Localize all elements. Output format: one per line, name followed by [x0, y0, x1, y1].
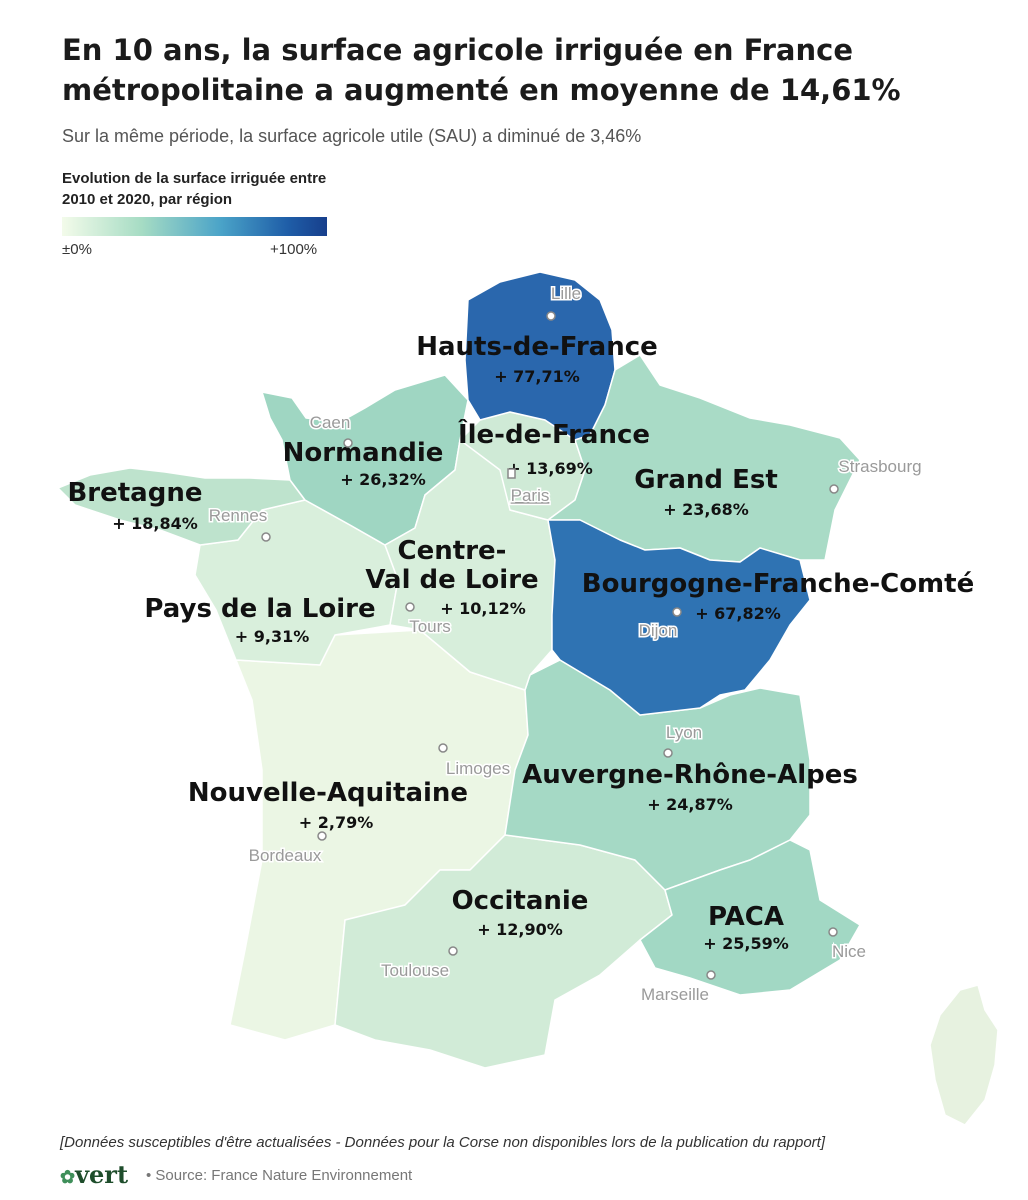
region-value-bourgogne-franche-comte: + 67,82% [695, 604, 781, 623]
brand-name: vert [75, 1160, 129, 1189]
legend-color-scale [62, 217, 327, 236]
city-label-dijon: Dijon [639, 621, 678, 640]
city-label-nice: Nice [832, 942, 866, 961]
region-label-normandie: Normandie [283, 438, 444, 468]
region-value-hauts-de-france: + 77,71% [494, 367, 580, 386]
city-label-rennes: Rennes [209, 506, 268, 525]
region-label-bretagne: Bretagne [67, 478, 202, 508]
city-marker-caen [343, 438, 353, 448]
city-marker-marseille [706, 970, 716, 980]
city-label-toulouse: Toulouse [381, 961, 449, 980]
legend-max-label: +100% [270, 241, 318, 258]
region-label-ile-de-france: Île-de-France [458, 418, 650, 450]
region-corse [929, 984, 999, 1126]
region-value-nouvelle-aquitaine: + 2,79% [299, 813, 373, 832]
city-marker-limoges [438, 743, 448, 753]
city-marker-toulouse [448, 946, 458, 956]
legend-min-label: ±0% [62, 241, 92, 258]
footnote: [Données susceptibles d'être actualisées… [60, 1134, 825, 1151]
city-marker-nice [828, 927, 838, 937]
region-value-ile-de-france: + 13,69% [507, 459, 593, 478]
region-value-auvergne-rhone-alpes: + 24,87% [647, 795, 733, 814]
region-value-occitanie: + 12,90% [477, 920, 563, 939]
region-paca[interactable] [639, 839, 861, 996]
city-marker-strasbourg [829, 484, 839, 494]
city-marker-bordeaux [317, 831, 327, 841]
map-subtitle: Sur la même période, la surface agricole… [62, 126, 642, 146]
brand-logo: ✿vert [60, 1160, 128, 1189]
region-label-occitanie: Occitanie [452, 886, 589, 916]
source-credit: • Source: France Nature Environnement [146, 1167, 413, 1184]
region-value-centre-val-de-loire: + 10,12% [440, 599, 526, 618]
region-bourgogne-franche-comte[interactable] [547, 519, 811, 716]
city-label-limoges: Limoges [446, 759, 510, 778]
city-marker-paris [507, 468, 516, 479]
region-label-nouvelle-aquitaine: Nouvelle-Aquitaine [188, 778, 468, 808]
city-label-bordeaux: Bordeaux [249, 846, 322, 865]
city-marker-dijon [672, 607, 682, 617]
map-title: En 10 ans, la surface agricole irriguée … [62, 33, 901, 107]
region-label-paca: PACA [708, 902, 784, 932]
leaf-icon: ✿ [60, 1167, 76, 1188]
region-label-centre-line2: Val de Loire [365, 565, 538, 595]
region-value-pays-de-la-loire: + 9,31% [235, 627, 309, 646]
region-value-grand-est: + 23,68% [663, 500, 749, 519]
region-label-auvergne-rhone-alpes: Auvergne-Rhône-Alpes [522, 760, 858, 790]
region-label-centre-line1: Centre- [398, 536, 507, 566]
region-label-bourgogne-franche-comte: Bourgogne-Franche-Comté [582, 569, 974, 599]
region-value-paca: + 25,59% [703, 934, 789, 953]
city-label-tours: Tours [409, 617, 451, 636]
city-label-strasbourg: Strasbourg [838, 457, 921, 476]
city-marker-rennes [261, 532, 271, 542]
region-label-grand-est: Grand Est [634, 465, 778, 495]
region-label-hauts-de-france: Hauts-de-France [416, 332, 658, 362]
region-value-normandie: + 26,32% [340, 470, 426, 489]
city-label-paris: Paris [511, 486, 550, 505]
city-label-marseille: Marseille [641, 985, 709, 1004]
city-label-lyon: Lyon [666, 723, 702, 742]
city-marker-lille [546, 311, 556, 321]
city-label-caen: Caen [310, 413, 351, 432]
city-marker-tours [405, 602, 415, 612]
region-value-bretagne: + 18,84% [112, 514, 198, 533]
city-label-lille: Lille [551, 284, 581, 303]
legend-title: Evolution de la surface irriguée entre 2… [62, 170, 327, 208]
city-marker-lyon [663, 748, 673, 758]
region-label-pays-de-la-loire: Pays de la Loire [144, 594, 375, 624]
